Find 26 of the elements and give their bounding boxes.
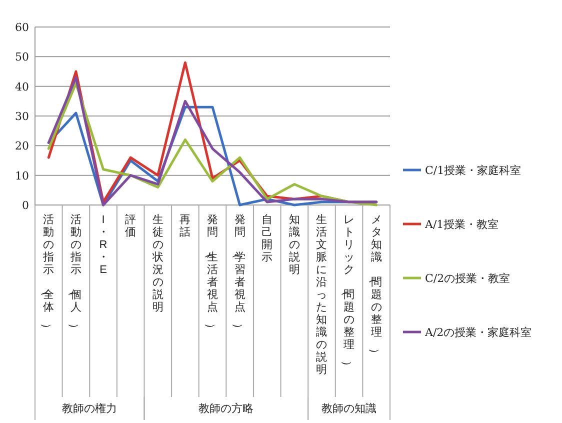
x-tick-label: 評価 <box>125 214 136 238</box>
y-tick-label: 40 <box>15 80 29 94</box>
x-tick-label: 生徒の状況の説明 <box>152 214 164 314</box>
y-tick-label: 60 <box>15 21 29 34</box>
y-tick-label: 0 <box>22 199 29 212</box>
legend-label: A/1授業・教室 <box>424 218 499 231</box>
x-tick-label: 再話 <box>180 214 191 238</box>
text: 教師の権力 <box>62 402 118 415</box>
x-tick-label: 発問（学習者視点） <box>231 214 246 334</box>
text: 教師の知識 <box>322 402 377 415</box>
x-tick-label: 活動の指示（個人） <box>67 214 82 334</box>
legend-label: C/2の授業・教室 <box>425 272 510 285</box>
legend-label: C/1授業・家庭科室 <box>425 164 522 177</box>
x-tick-label: 活動の指示（全体） <box>40 214 54 334</box>
x-tick-label: 発問（生活者視点） <box>204 214 218 334</box>
legend-label: A/2の授業・家庭科室 <box>424 326 532 339</box>
y-tick-label: 50 <box>15 50 29 64</box>
y-tick-label: 10 <box>15 169 29 182</box>
x-tick-label: メタ知識（問題の整理） <box>368 214 382 359</box>
x-tick-label: 知識の説明 <box>288 214 300 276</box>
x-tick-label: レトリック（問題の整理） <box>340 214 355 372</box>
x-tick-label: 自己開示 <box>262 214 273 264</box>
x-tick-label: 生活文脈に沿った知識の説明 <box>316 214 328 376</box>
y-tick-label: 30 <box>15 110 29 123</box>
text: 教師の方略 <box>198 402 254 415</box>
y-tick-label: 20 <box>15 140 29 153</box>
